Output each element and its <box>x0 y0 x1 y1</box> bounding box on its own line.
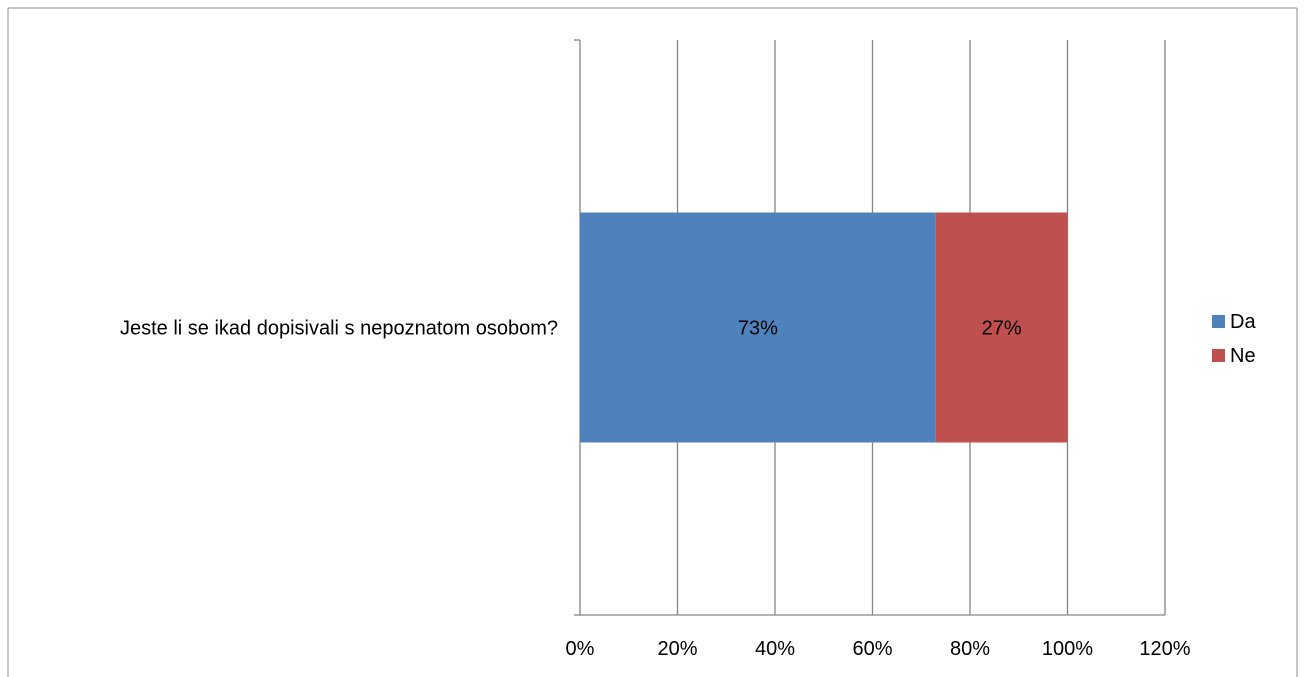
bar-ne <box>935 212 1068 443</box>
data-label: 73% <box>738 318 778 340</box>
chart-border <box>7 7 1298 677</box>
x-tick-label: 100% <box>1042 638 1093 660</box>
bars <box>580 212 1068 443</box>
x-tick-label: 80% <box>950 638 990 660</box>
x-tick-label: 40% <box>755 638 795 660</box>
legend-label: Ne <box>1230 345 1256 367</box>
x-tick-label: 60% <box>852 638 892 660</box>
legend-swatch-da <box>1212 315 1225 328</box>
bar-da <box>580 212 936 443</box>
data-label: 27% <box>982 318 1022 340</box>
x-tick-label: 120% <box>1139 638 1190 660</box>
legend-label: Da <box>1230 311 1256 333</box>
x-tick-label: 0% <box>566 638 595 660</box>
category-label: Jeste li se ikad dopisivali s nepoznatom… <box>120 318 558 340</box>
x-tick-labels: 0% 20% 40% 60% 80% 100% 120% <box>566 638 1191 660</box>
data-labels: 73% 27% <box>738 318 1022 340</box>
legend: Da Ne <box>1212 311 1256 367</box>
category-labels: Jeste li se ikad dopisivali s nepoznatom… <box>120 318 558 340</box>
x-tick-label: 20% <box>657 638 697 660</box>
legend-swatch-ne <box>1212 349 1225 362</box>
